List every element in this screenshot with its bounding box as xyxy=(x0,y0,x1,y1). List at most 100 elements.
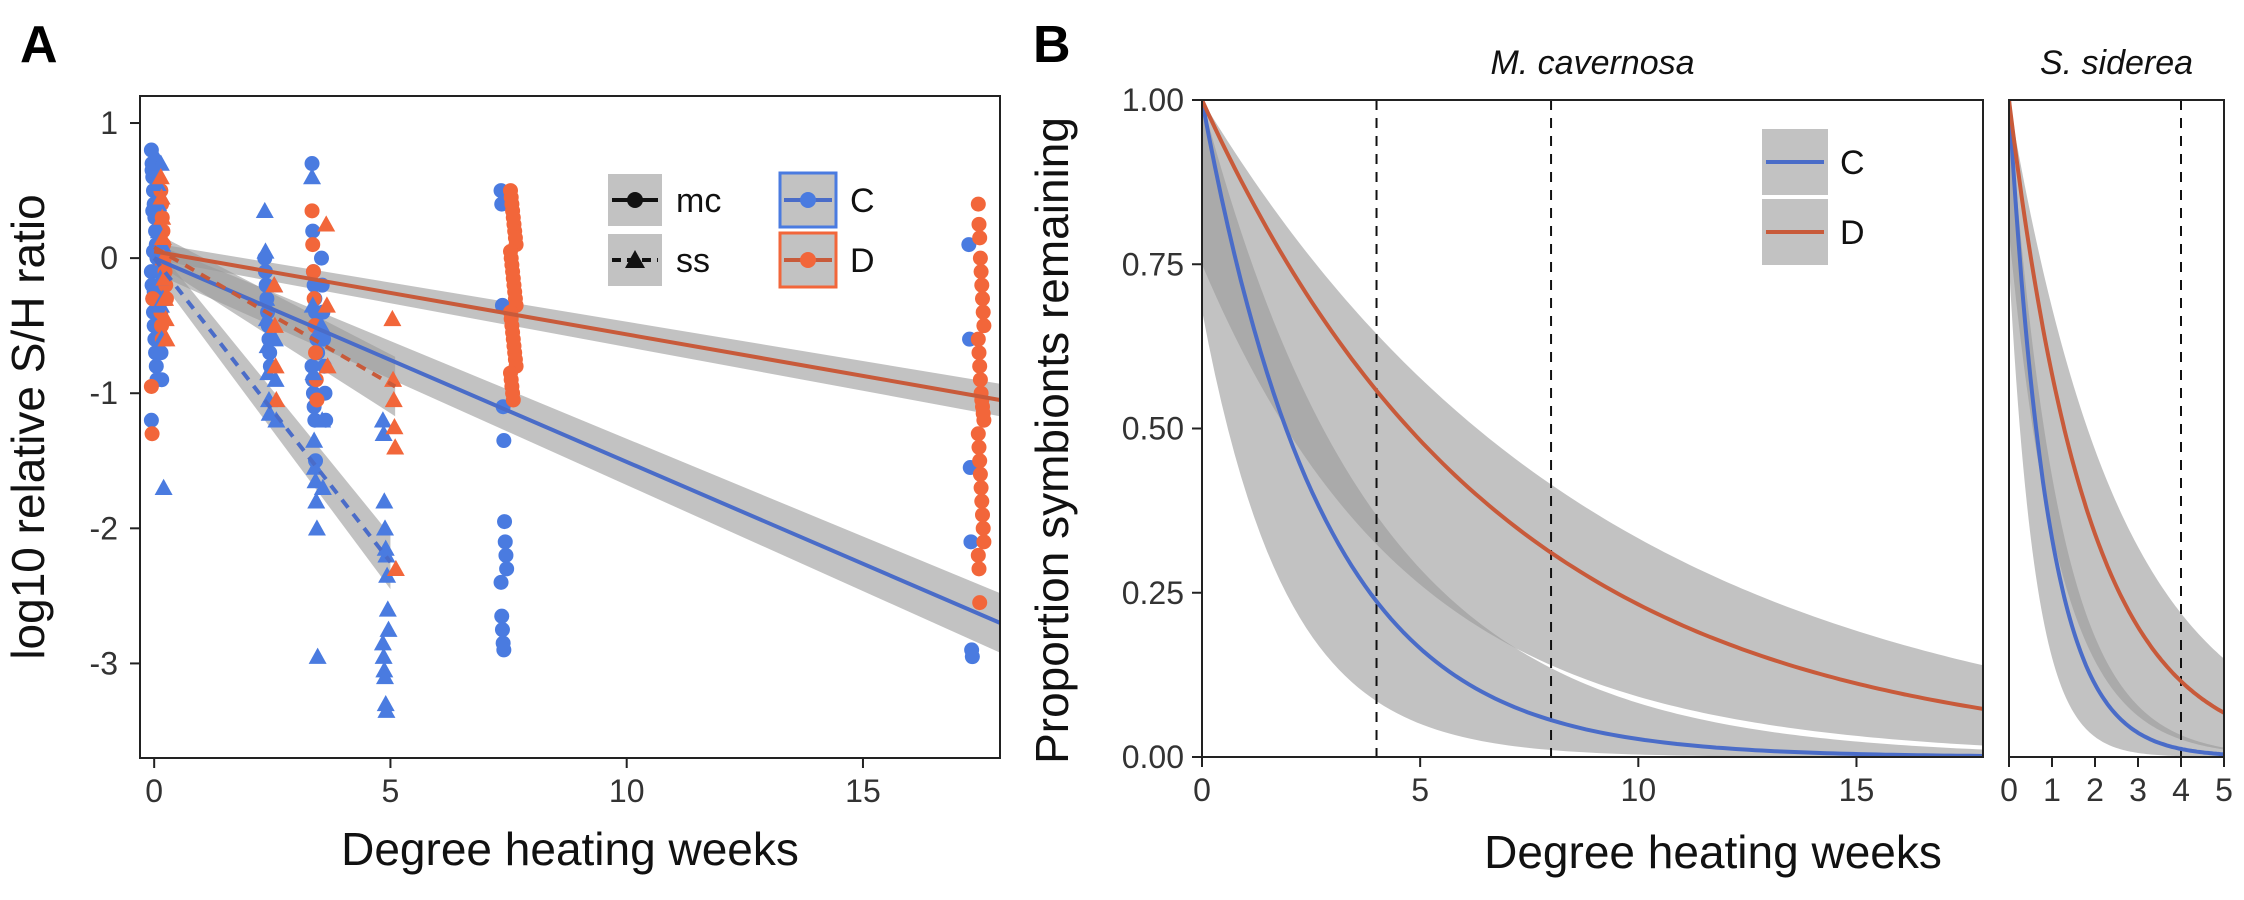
a-legend: mc ss CD xyxy=(608,171,875,289)
curve-C xyxy=(2009,100,2224,757)
point-C_mc xyxy=(497,534,513,550)
point-D_mc xyxy=(972,358,988,374)
legend-label-D: D xyxy=(850,242,875,280)
a-y-ticks: 1 0 -1 -2 -3 xyxy=(90,105,140,681)
point-C_mc xyxy=(963,534,979,550)
point-C_ss xyxy=(377,546,396,563)
point-C_mc xyxy=(304,156,320,172)
point-C_ss xyxy=(377,701,396,718)
y-tick-label: 1.00 xyxy=(1122,82,1184,118)
x-tick-label: 0 xyxy=(2000,772,2018,808)
legend-marker-mc xyxy=(627,192,643,208)
point-D_mc xyxy=(971,561,987,577)
point-C_ss xyxy=(378,566,397,583)
point-D_mc xyxy=(974,277,990,293)
x-tick-label: 0 xyxy=(1193,772,1211,808)
point-C_ss xyxy=(305,431,324,448)
panel-a: 0 5 10 15 10-1-2-3 Degree heating weeks log… xyxy=(2,95,1001,875)
point-D_mc xyxy=(976,318,992,334)
point-C_ss xyxy=(266,370,285,387)
ribbon-C xyxy=(1202,100,1983,757)
point-C_mc xyxy=(494,608,510,624)
point-C_mc xyxy=(496,642,512,658)
point-D_mc xyxy=(971,216,987,232)
point-D_mc xyxy=(976,412,992,428)
point-C_mc xyxy=(313,250,329,266)
point-C_mc xyxy=(493,574,509,590)
point-D_mc xyxy=(308,345,324,361)
point-D_ss xyxy=(265,276,284,293)
point-D_ss xyxy=(385,418,404,435)
x-tick-label: 15 xyxy=(1839,772,1875,808)
point-C_ss xyxy=(379,620,398,637)
a-y-tick-label: 1 xyxy=(100,105,118,141)
a-y-axis-label: log10 relative S/H ratio xyxy=(2,194,54,659)
a-x-tick-label: 5 xyxy=(382,773,400,809)
point-D_ss xyxy=(155,269,174,286)
point-D_ss xyxy=(386,559,405,577)
point-D_ss xyxy=(153,228,172,246)
curve-D xyxy=(1202,100,1983,711)
a-x-tick-label: 0 xyxy=(145,773,163,809)
a-points xyxy=(143,142,992,718)
point-C_ss xyxy=(374,647,393,664)
legend-label-mc: mc xyxy=(676,182,721,220)
point-C_ss xyxy=(378,600,397,617)
point-C_mc xyxy=(305,223,321,239)
panel-letter-b: B xyxy=(1033,16,1071,74)
point-D_mc xyxy=(305,264,321,280)
curve-C xyxy=(1202,100,1983,757)
a-y-tick-label: -2 xyxy=(90,510,118,546)
legend-marker-D xyxy=(800,252,816,268)
point-D_mc xyxy=(309,392,325,408)
a-x-axis-label: Degree heating weeks xyxy=(341,823,799,875)
point-C_ss xyxy=(154,478,173,495)
point-D_mc xyxy=(143,378,159,394)
point-D_ss xyxy=(266,357,285,374)
point-D_ss xyxy=(152,188,171,205)
point-C_ss xyxy=(313,411,332,428)
x-tick-label: 2 xyxy=(2086,772,2104,808)
point-D_ss xyxy=(318,357,337,374)
point-C_ss xyxy=(267,411,286,428)
ribbon-D xyxy=(2009,100,2224,750)
point-C_ss xyxy=(374,424,393,441)
point-C_mc xyxy=(961,237,977,253)
point-D_mc xyxy=(974,507,990,523)
panel-letter-a: A xyxy=(20,16,58,74)
point-C_ss xyxy=(257,289,276,306)
point-C_ss xyxy=(373,634,392,651)
point-C_ss xyxy=(307,492,326,509)
point-D_mc xyxy=(974,493,990,509)
point-C_mc xyxy=(496,433,512,449)
point-C_mc xyxy=(153,345,169,361)
b-mcavernosa-plot: 0 5 10 15 0.00 0.25 0.50 0.75 1.00 xyxy=(1122,82,1984,808)
point-C_mc xyxy=(964,649,980,665)
point-C_ss xyxy=(308,647,327,664)
point-C_ss xyxy=(304,363,323,381)
point-D_ss xyxy=(156,309,175,327)
point-C_ss xyxy=(376,519,395,536)
point-D_mc xyxy=(970,331,986,347)
point-D_mc xyxy=(972,466,988,482)
point-D_ss xyxy=(157,330,176,347)
point-D_mc xyxy=(972,250,988,266)
point-C_ss xyxy=(375,492,394,509)
y-tick-label: 0.75 xyxy=(1122,246,1184,282)
point-D_ss xyxy=(265,316,284,333)
point-D_mc xyxy=(971,439,987,455)
point-D_mc xyxy=(975,304,991,320)
point-D_mc xyxy=(973,264,989,280)
x-tick-label: 5 xyxy=(2215,772,2233,808)
curve-D xyxy=(2009,100,2224,715)
a-x-ticks: 0 5 10 15 xyxy=(145,758,881,809)
legend-marker-ss xyxy=(625,250,645,268)
fit-line-D_mc xyxy=(153,249,1001,402)
ribbon-D xyxy=(1202,100,1983,746)
point-D_mc xyxy=(970,196,986,212)
a-y-tick-label: -1 xyxy=(90,375,118,411)
point-C_mc xyxy=(499,561,515,577)
legend-label-ss: ss xyxy=(676,242,710,280)
point-D_mc xyxy=(972,372,988,388)
